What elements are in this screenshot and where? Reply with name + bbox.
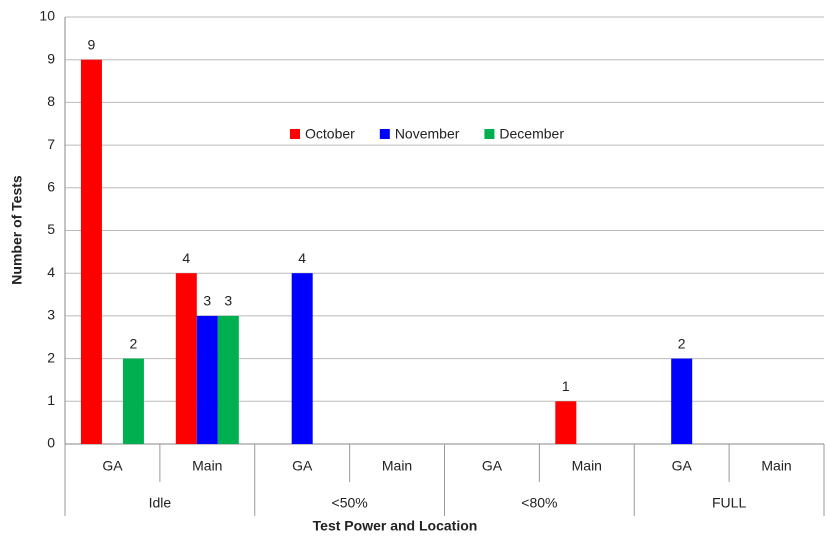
data-label: 2 [130, 335, 138, 351]
group-label: Idle [149, 495, 172, 511]
data-label: 4 [298, 250, 306, 266]
y-tick-label: 1 [47, 392, 55, 408]
bar [217, 315, 239, 444]
data-label: 3 [203, 293, 211, 309]
y-tick-label: 4 [47, 264, 55, 280]
bar [122, 358, 144, 444]
legend-swatch [379, 129, 390, 139]
y-tick-label: 0 [47, 435, 55, 451]
bar [80, 59, 102, 444]
x-tick-label: GA [102, 458, 123, 474]
y-tick-label: 3 [47, 307, 55, 323]
y-tick-label: 7 [47, 136, 55, 152]
y-axis-title: Number of Tests [9, 175, 25, 285]
y-tick-label: 6 [47, 179, 55, 195]
y-tick-label: 9 [47, 50, 55, 66]
x-tick-label: GA [672, 458, 693, 474]
x-tick-label: GA [292, 458, 313, 474]
data-label: 9 [88, 36, 96, 52]
legend-label: December [499, 126, 564, 142]
legend-label: November [395, 126, 460, 142]
y-tick-label: 8 [47, 93, 55, 109]
data-label: 4 [182, 250, 190, 266]
bar [196, 315, 218, 444]
x-axis-title: Test Power and Location [313, 518, 478, 534]
x-tick-label: Main [572, 458, 602, 474]
x-tick-label: GA [482, 458, 503, 474]
y-tick-label: 5 [47, 221, 55, 237]
legend-swatch [484, 129, 495, 139]
data-label: 3 [224, 293, 232, 309]
data-label: 2 [678, 335, 686, 351]
x-tick-label: Main [382, 458, 412, 474]
group-label: <50% [332, 495, 368, 511]
x-tick-label: Main [192, 458, 222, 474]
y-tick-label: 2 [47, 349, 55, 365]
data-label: 1 [562, 378, 570, 394]
bar [175, 273, 197, 444]
bar [671, 358, 693, 444]
group-label: FULL [712, 495, 746, 511]
bar [291, 273, 313, 444]
legend-label: October [305, 126, 355, 142]
legend-swatch [290, 129, 300, 139]
group-label: <80% [521, 495, 557, 511]
x-tick-label: Main [761, 458, 791, 474]
y-tick-label: 10 [39, 8, 55, 24]
bar [555, 401, 577, 444]
